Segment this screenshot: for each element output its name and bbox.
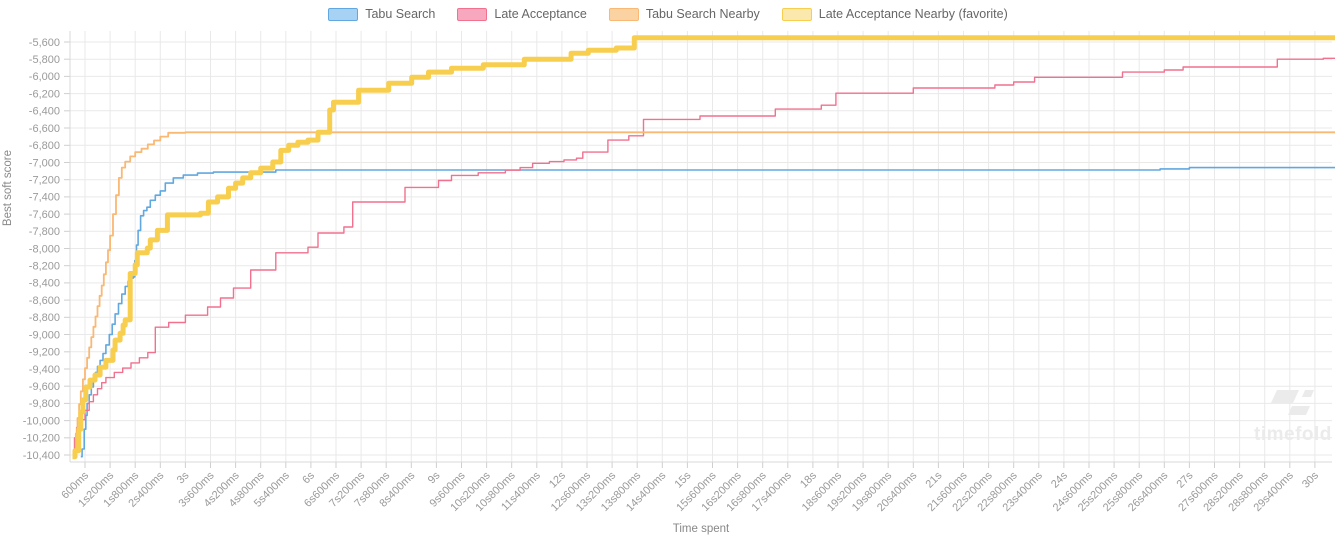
svg-text:-7,000: -7,000 bbox=[29, 157, 60, 169]
svg-text:-5,800: -5,800 bbox=[29, 54, 60, 66]
legend-item-late-acceptance-nearby-favorite[interactable]: Late Acceptance Nearby (favorite) bbox=[781, 7, 1008, 21]
svg-text:24s: 24s bbox=[1049, 469, 1070, 490]
svg-text:-6,800: -6,800 bbox=[29, 140, 60, 152]
svg-text:6s: 6s bbox=[300, 469, 317, 486]
legend-swatch bbox=[457, 7, 488, 21]
svg-text:-9,600: -9,600 bbox=[29, 381, 60, 393]
svg-text:30s: 30s bbox=[1300, 469, 1321, 490]
svg-text:-10,200: -10,200 bbox=[23, 433, 60, 445]
series-late-acceptance bbox=[72, 57, 1335, 458]
svg-text:12s: 12s bbox=[547, 469, 568, 490]
legend-item-tabu-search[interactable]: Tabu Search bbox=[328, 7, 435, 21]
svg-text:-6,600: -6,600 bbox=[29, 123, 60, 135]
chart-legend: Tabu Search Late Acceptance Tabu Search Ne… bbox=[0, 7, 1336, 21]
svg-text:-6,400: -6,400 bbox=[29, 106, 60, 118]
series-lines bbox=[72, 35, 1335, 460]
gridlines bbox=[64, 31, 1332, 468]
svg-text:-9,400: -9,400 bbox=[29, 364, 60, 376]
x-axis-title: Time spent bbox=[672, 523, 730, 535]
svg-text:-9,200: -9,200 bbox=[29, 347, 60, 359]
svg-text:-9,800: -9,800 bbox=[29, 398, 60, 410]
legend-item-tabu-search-nearby[interactable]: Tabu Search Nearby bbox=[608, 7, 760, 21]
svg-text:27s: 27s bbox=[1174, 469, 1195, 490]
svg-text:-5,600: -5,600 bbox=[29, 37, 60, 49]
legend-label: Late Acceptance bbox=[494, 7, 587, 21]
svg-text:-7,800: -7,800 bbox=[29, 226, 60, 238]
svg-text:-7,200: -7,200 bbox=[29, 175, 60, 187]
svg-text:-6,200: -6,200 bbox=[29, 88, 60, 100]
series-late-acceptance-nearby-favorite bbox=[72, 35, 1335, 460]
svg-text:-7,400: -7,400 bbox=[29, 192, 60, 204]
legend-label: Late Acceptance Nearby (favorite) bbox=[818, 7, 1008, 21]
svg-text:-6,000: -6,000 bbox=[29, 71, 60, 83]
svg-text:21s: 21s bbox=[923, 469, 944, 490]
svg-text:-10,000: -10,000 bbox=[23, 415, 60, 427]
svg-text:-8,000: -8,000 bbox=[29, 243, 60, 255]
legend-swatch bbox=[781, 7, 812, 21]
svg-text:18s: 18s bbox=[798, 469, 819, 490]
legend-swatch bbox=[328, 7, 359, 21]
y-axis-title: Best soft score bbox=[2, 150, 14, 227]
svg-text:-7,600: -7,600 bbox=[29, 209, 60, 221]
svg-text:-8,600: -8,600 bbox=[29, 295, 60, 307]
series-tabu-search bbox=[80, 166, 1335, 458]
svg-text:-9,000: -9,000 bbox=[29, 329, 60, 341]
svg-text:-8,200: -8,200 bbox=[29, 261, 60, 273]
svg-text:-10,400: -10,400 bbox=[23, 450, 60, 462]
legend-item-late-acceptance[interactable]: Late Acceptance bbox=[457, 7, 587, 21]
legend-label: Tabu Search bbox=[365, 7, 436, 21]
svg-text:3s: 3s bbox=[175, 469, 192, 486]
series-tabu-search-nearby bbox=[72, 131, 1335, 458]
legend-label: Tabu Search Nearby bbox=[645, 7, 760, 21]
svg-text:-8,400: -8,400 bbox=[29, 278, 60, 290]
svg-text:15s: 15s bbox=[672, 469, 693, 490]
svg-text:9s: 9s bbox=[426, 469, 443, 486]
y-axis-tick-labels: -5,600 -5,800 -6,000 -6,200 -6,400 -6,600 -6,8… bbox=[23, 37, 60, 462]
svg-text:-8,800: -8,800 bbox=[29, 312, 60, 324]
legend-swatch bbox=[608, 7, 639, 21]
